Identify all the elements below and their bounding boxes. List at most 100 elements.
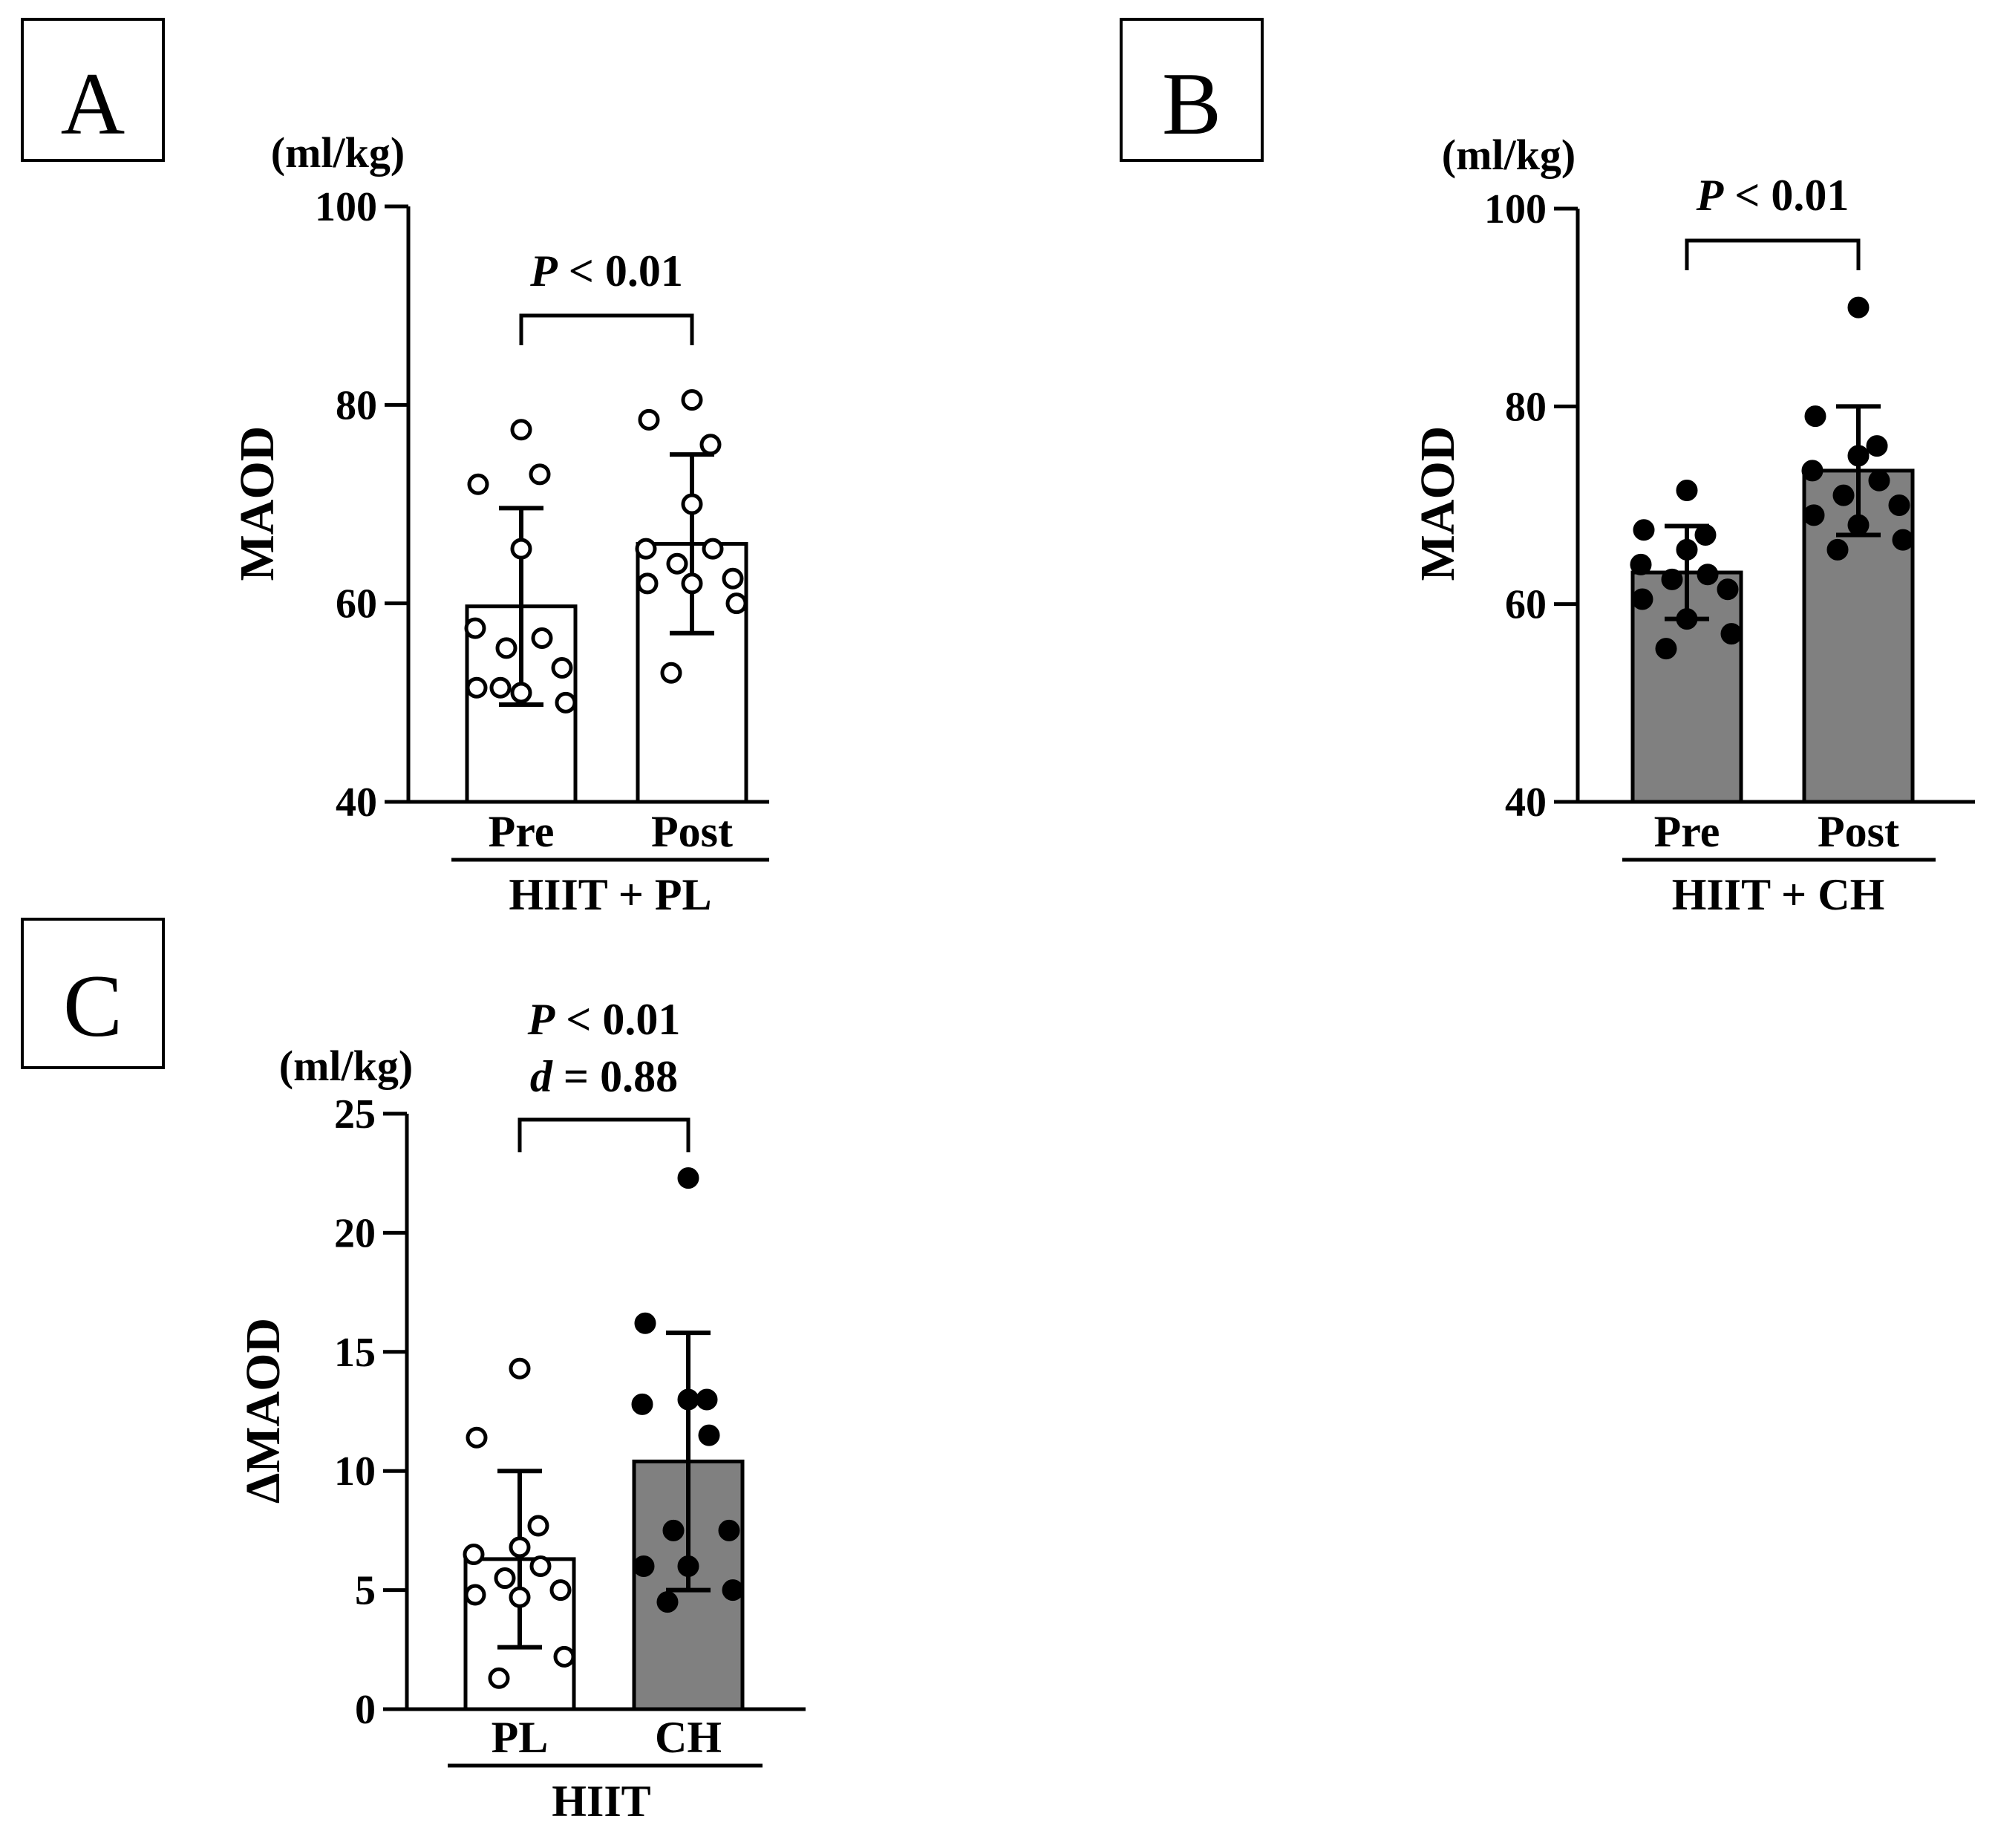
x-category-label: Post: [1818, 807, 1899, 856]
data-point: [529, 463, 551, 486]
y-tick-label: 10: [334, 1449, 376, 1495]
y-tick-label: 40: [336, 780, 377, 826]
data-point: [464, 617, 486, 639]
y-tick-label: 100: [1484, 186, 1547, 232]
significance-bracket: [517, 1117, 690, 1152]
p-symbol: P: [1696, 171, 1725, 220]
d-symbol: d: [530, 1052, 553, 1101]
y-tick-label: 5: [355, 1568, 376, 1614]
p-symbol: P: [529, 246, 558, 296]
data-point: [1633, 519, 1655, 541]
data-point: [1868, 469, 1890, 492]
y-unit-label: (ml/kg): [271, 128, 405, 177]
data-point: [1630, 553, 1652, 575]
data-point: [633, 1555, 655, 1578]
data-point: [1720, 623, 1743, 645]
data-point: [1676, 608, 1698, 630]
group-label: HIIT + CH: [1672, 870, 1885, 919]
panel-letter: B: [1162, 54, 1221, 153]
y-unit-label: (ml/kg): [279, 1042, 413, 1090]
data-point: [464, 1584, 486, 1606]
data-point: [553, 1645, 575, 1668]
x-category-label: CH: [655, 1713, 722, 1762]
data-point: [634, 1312, 656, 1334]
data-point: [681, 572, 703, 595]
data-point: [636, 572, 659, 595]
data-point: [466, 676, 488, 699]
x-category-label: Pre: [1654, 807, 1720, 856]
data-point: [681, 389, 703, 411]
panel-b: B (ml/kg) MAOD 40 60 80 100 Pre Post HIIT + CH P <…: [1120, 18, 1975, 919]
data-point: [510, 682, 532, 704]
data-point: [509, 1586, 531, 1608]
y-unit-label: (ml/kg): [1442, 131, 1576, 179]
panel-letter-box: [21, 18, 165, 162]
data-point: [529, 1555, 552, 1578]
data-point: [698, 1424, 720, 1446]
data-point: [722, 1579, 744, 1602]
data-point: [725, 592, 748, 615]
group-label: HIIT + PL: [509, 870, 711, 919]
data-point: [1803, 504, 1825, 526]
data-point: [1832, 484, 1855, 506]
data-point: [1866, 435, 1888, 457]
y-axis-label: MAOD: [230, 426, 284, 581]
data-point: [662, 1519, 685, 1541]
data-point: [510, 538, 532, 560]
p-value-label: P < 0.01: [1696, 171, 1849, 220]
x-category-label: Post: [651, 807, 733, 856]
significance-bracket: [1685, 238, 1861, 270]
y-tick-label: 60: [1505, 582, 1547, 628]
y-tick-label: 60: [336, 581, 377, 627]
data-point: [494, 1567, 516, 1590]
p-value-text: < 0.01: [558, 246, 683, 296]
data-point: [1847, 296, 1870, 319]
data-point: [1804, 405, 1826, 428]
panel-letter: A: [61, 54, 125, 153]
data-point: [681, 493, 703, 515]
data-point: [1655, 638, 1677, 660]
data-point: [510, 419, 532, 441]
data-point: [549, 1579, 572, 1602]
data-point: [489, 676, 512, 699]
x-category-label: PL: [492, 1713, 549, 1762]
data-point: [551, 657, 573, 679]
data-point: [1661, 568, 1683, 590]
data-point: [699, 434, 722, 456]
y-tick-label: 15: [334, 1330, 376, 1376]
data-point: [656, 1591, 679, 1613]
p-value-label: P < 0.01: [527, 995, 681, 1044]
y-tick-label: 0: [355, 1687, 376, 1733]
data-point: [509, 1357, 531, 1380]
data-point: [1892, 529, 1914, 551]
data-point: [1717, 578, 1739, 601]
y-tick-label: 40: [1505, 780, 1547, 826]
group-label: HIIT: [552, 1777, 650, 1826]
y-tick-label: 100: [315, 184, 377, 230]
data-point: [677, 1555, 699, 1578]
effect-size-text: = 0.88: [552, 1052, 678, 1101]
data-point: [1697, 564, 1719, 586]
data-point: [718, 1519, 740, 1541]
data-point: [1676, 538, 1698, 561]
p-value-text: < 0.01: [555, 995, 680, 1044]
data-point: [666, 552, 688, 575]
panel-letter-box: [1120, 18, 1264, 162]
p-value-label: P < 0.01: [529, 246, 683, 296]
y-tick-label: 80: [336, 382, 377, 428]
panel-letter-box: [21, 918, 165, 1069]
data-point: [466, 1426, 488, 1449]
significance-bracket: [519, 313, 694, 345]
y-tick-label: 25: [334, 1091, 376, 1137]
y-axis-label: ΔMAOD: [236, 1318, 290, 1503]
data-point: [531, 627, 553, 649]
data-point: [555, 691, 577, 714]
data-point: [463, 1543, 485, 1565]
x-category-label: Pre: [489, 807, 555, 856]
data-point: [1847, 445, 1870, 467]
data-point: [509, 1536, 531, 1558]
data-point: [1631, 588, 1653, 610]
data-point: [488, 1667, 510, 1689]
